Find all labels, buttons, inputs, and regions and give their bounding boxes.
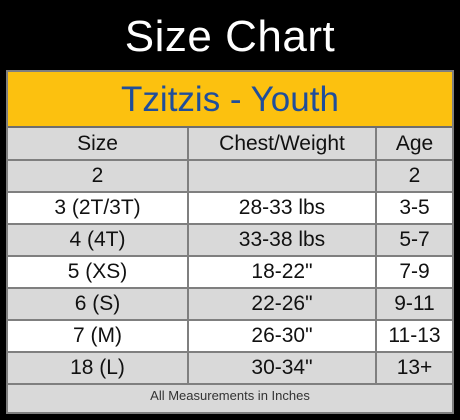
- column-header-age: Age: [376, 128, 452, 161]
- column-header-chest-weight: Chest/Weight: [188, 128, 377, 161]
- cell-age: 11-13: [376, 320, 452, 353]
- cell-size: 5 (XS): [8, 256, 189, 289]
- cell-age: 9-11: [376, 288, 452, 321]
- cell-size: 18 (L): [8, 352, 189, 385]
- table-header-row: Size Chest/Weight Age: [8, 128, 452, 161]
- cell-age: 7-9: [376, 256, 452, 289]
- cell-chest-weight: 33-38 lbs: [188, 224, 377, 257]
- column-header-size: Size: [8, 128, 189, 161]
- cell-chest-weight: 30-34": [188, 352, 377, 385]
- cell-chest-weight: [188, 160, 377, 193]
- cell-age: 5-7: [376, 224, 452, 257]
- table-row: 3 (2T/3T) 28-33 lbs 3-5: [8, 192, 452, 225]
- cell-size: 2: [8, 160, 189, 193]
- cell-chest-weight: 22-26": [188, 288, 377, 321]
- cell-chest-weight: 18-22": [188, 256, 377, 289]
- cell-chest-weight: 28-33 lbs: [188, 192, 377, 225]
- page-title: Size Chart: [124, 12, 336, 61]
- cell-age: 2: [376, 160, 452, 193]
- cell-age: 3-5: [376, 192, 452, 225]
- cell-size: 3 (2T/3T): [8, 192, 189, 225]
- cell-age: 13+: [376, 352, 452, 385]
- table-subtitle: Tzitzis - Youth: [8, 72, 452, 128]
- table-row: 18 (L) 30-34" 13+: [8, 352, 452, 385]
- cell-size: 7 (M): [8, 320, 189, 353]
- table-row: 5 (XS) 18-22" 7-9: [8, 256, 452, 289]
- table-row: 4 (4T) 33-38 lbs 5-7: [8, 224, 452, 257]
- table-footer-note: All Measurements in Inches: [8, 385, 452, 407]
- table-row: 6 (S) 22-26" 9-11: [8, 288, 452, 321]
- cell-size: 6 (S): [8, 288, 189, 321]
- cell-chest-weight: 26-30": [188, 320, 377, 353]
- table-row: 7 (M) 26-30" 11-13: [8, 320, 452, 353]
- cell-size: 4 (4T): [8, 224, 189, 257]
